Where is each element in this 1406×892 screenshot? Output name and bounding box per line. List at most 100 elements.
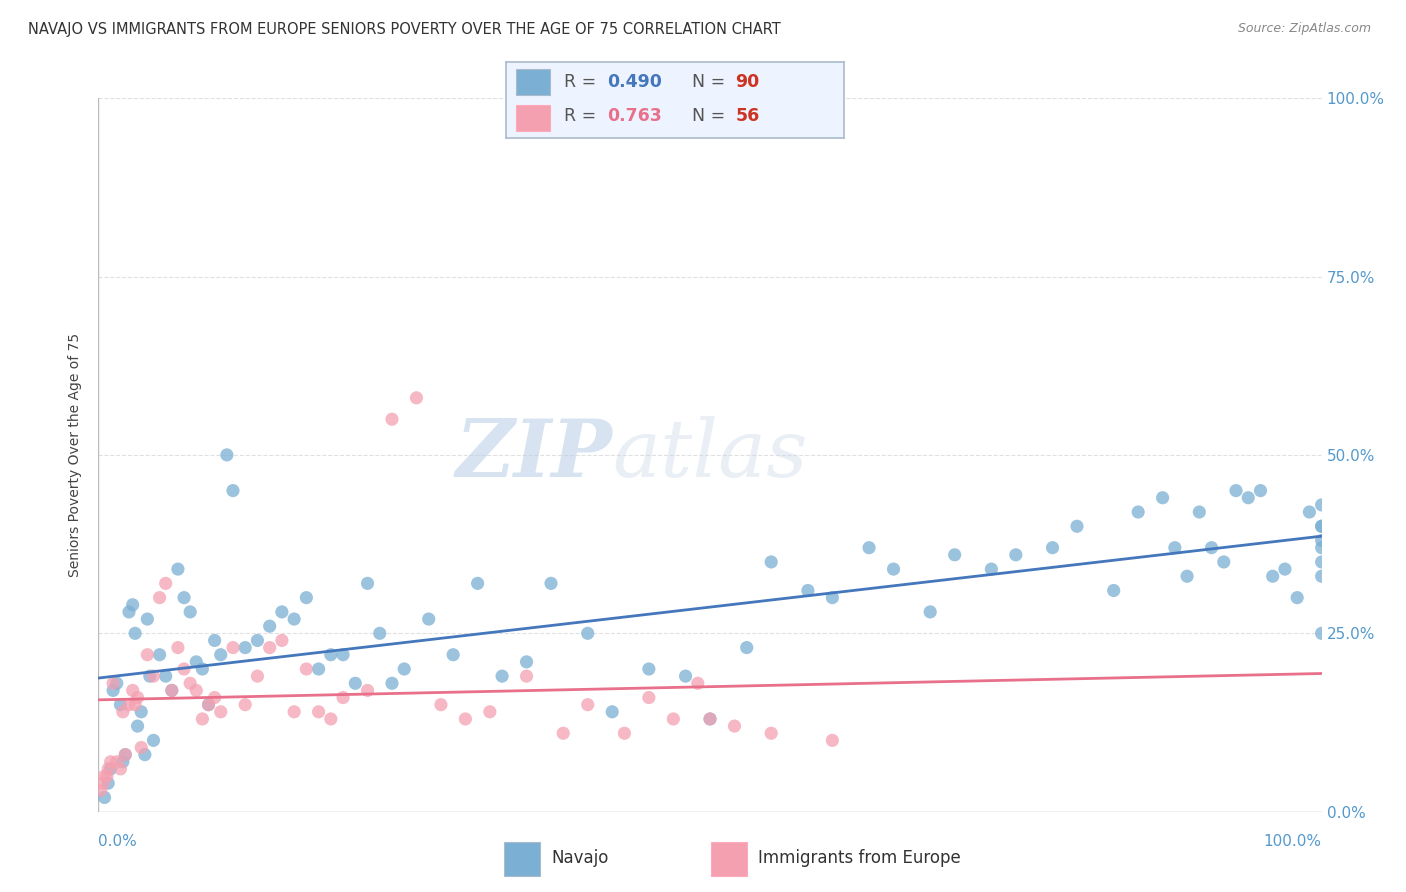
- Point: [735, 640, 758, 655]
- Point: [381, 412, 404, 426]
- Point: [259, 640, 281, 655]
- Point: [1274, 562, 1296, 576]
- Point: [1237, 491, 1260, 505]
- Point: [186, 655, 208, 669]
- Bar: [516, 105, 550, 130]
- Point: [1225, 483, 1247, 498]
- Point: [160, 683, 183, 698]
- Point: [149, 648, 172, 662]
- Point: [1042, 541, 1064, 555]
- Point: [797, 583, 820, 598]
- Point: [491, 669, 513, 683]
- Point: [160, 683, 183, 698]
- Point: [467, 576, 489, 591]
- Point: [1250, 483, 1272, 498]
- Point: [821, 733, 844, 747]
- Point: [127, 690, 149, 705]
- Point: [129, 705, 152, 719]
- Point: [1310, 519, 1333, 533]
- Point: [332, 648, 354, 662]
- Bar: [505, 842, 540, 876]
- Text: Immigrants from Europe: Immigrants from Europe: [758, 848, 962, 866]
- Point: [980, 562, 1002, 576]
- Point: [454, 712, 477, 726]
- Point: [662, 712, 685, 726]
- Point: [418, 612, 440, 626]
- Point: [1188, 505, 1211, 519]
- Point: [723, 719, 745, 733]
- Point: [943, 548, 966, 562]
- Point: [118, 605, 141, 619]
- Point: [344, 676, 367, 690]
- Point: [127, 719, 149, 733]
- Text: R =: R =: [564, 73, 602, 91]
- Point: [516, 669, 538, 683]
- Point: [1310, 555, 1333, 569]
- Point: [356, 683, 378, 698]
- Point: [101, 676, 124, 690]
- Point: [761, 726, 783, 740]
- Text: 0.490: 0.490: [607, 73, 662, 91]
- Point: [121, 683, 143, 698]
- Bar: [516, 70, 550, 95]
- Point: [1212, 555, 1234, 569]
- Point: [179, 676, 201, 690]
- Point: [186, 683, 208, 698]
- Point: [1298, 505, 1320, 519]
- Bar: [711, 842, 747, 876]
- Point: [686, 676, 709, 690]
- Point: [111, 755, 134, 769]
- Point: [222, 483, 245, 498]
- Point: [1152, 491, 1174, 505]
- Point: [105, 755, 128, 769]
- Point: [114, 747, 136, 762]
- Point: [1066, 519, 1088, 533]
- Point: [1261, 569, 1284, 583]
- Text: ZIP: ZIP: [456, 417, 612, 493]
- Point: [319, 712, 342, 726]
- Point: [246, 669, 269, 683]
- Point: [1201, 541, 1223, 555]
- Point: [1310, 569, 1333, 583]
- Point: [295, 662, 318, 676]
- Text: 0.0%: 0.0%: [98, 834, 138, 849]
- Point: [167, 562, 190, 576]
- Point: [576, 626, 599, 640]
- Point: [136, 648, 159, 662]
- Point: [1102, 583, 1125, 598]
- Text: R =: R =: [564, 107, 602, 125]
- Point: [368, 626, 391, 640]
- Point: [1310, 519, 1333, 533]
- Point: [295, 591, 318, 605]
- Point: [124, 698, 146, 712]
- Text: 0.763: 0.763: [607, 107, 662, 125]
- Point: [308, 662, 330, 676]
- Point: [283, 612, 305, 626]
- Point: [179, 605, 201, 619]
- Point: [139, 669, 162, 683]
- Point: [215, 448, 238, 462]
- Point: [96, 769, 118, 783]
- Point: [97, 776, 120, 790]
- Point: [134, 747, 156, 762]
- Point: [100, 762, 122, 776]
- Point: [516, 655, 538, 669]
- Point: [1128, 505, 1150, 519]
- Point: [149, 591, 172, 605]
- Point: [129, 740, 152, 755]
- Point: [197, 698, 219, 712]
- Text: N =: N =: [692, 107, 731, 125]
- Point: [1310, 533, 1333, 548]
- Point: [105, 676, 128, 690]
- Point: [209, 705, 232, 719]
- Text: 56: 56: [735, 107, 759, 125]
- Point: [155, 576, 177, 591]
- Point: [100, 755, 122, 769]
- Point: [576, 698, 599, 712]
- Point: [191, 712, 214, 726]
- Text: atlas: atlas: [612, 417, 807, 493]
- Point: [121, 598, 143, 612]
- Point: [259, 619, 281, 633]
- Text: Source: ZipAtlas.com: Source: ZipAtlas.com: [1237, 22, 1371, 36]
- Point: [1310, 498, 1333, 512]
